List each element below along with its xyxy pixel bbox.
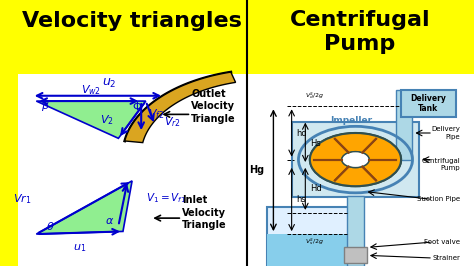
Text: $V_2$: $V_2$ [100,113,114,127]
Bar [18,74,247,266]
Text: $\Phi$: $\Phi$ [132,100,142,113]
Circle shape [310,133,401,186]
Text: Impeller: Impeller [330,116,372,125]
Text: $V_1 = V_{f1}$: $V_1 = V_{f1}$ [146,191,186,205]
Text: $\beta$: $\beta$ [41,99,50,113]
Text: $V_d^2/2g$: $V_d^2/2g$ [305,90,325,101]
Text: Strainer: Strainer [432,255,460,261]
Text: $V_{r2}$: $V_{r2}$ [164,115,181,129]
Text: Delivery
Pipe: Delivery Pipe [431,127,460,139]
Text: Centrifugal
Pump: Centrifugal Pump [290,10,430,53]
Circle shape [310,133,401,186]
Polygon shape [36,181,132,234]
Bar [266,207,358,266]
Text: $Vr_1$: $Vr_1$ [13,193,32,206]
FancyBboxPatch shape [344,247,367,263]
Text: Delivery
Tank: Delivery Tank [410,94,447,113]
Bar [247,74,474,266]
Bar [266,234,358,266]
Text: Inlet
Velocity
Triangle: Inlet Velocity Triangle [182,196,227,230]
Text: $u_1$: $u_1$ [73,242,86,254]
Bar [347,196,364,266]
Text: $u_2$: $u_2$ [102,77,117,90]
Text: Outlet
Velocity
Triangle: Outlet Velocity Triangle [191,89,236,124]
Text: hd: hd [296,128,307,138]
Text: $V_{f2}$: $V_{f2}$ [148,107,164,121]
FancyBboxPatch shape [401,90,456,117]
Text: Velocity triangles: Velocity triangles [22,11,242,31]
Text: Hs: Hs [310,139,320,148]
Text: Hg: Hg [249,165,264,175]
Bar [396,90,412,160]
Circle shape [342,152,369,168]
Text: Centrifugal
Pump: Centrifugal Pump [421,159,460,171]
FancyBboxPatch shape [292,122,419,197]
Text: hs: hs [296,195,306,204]
Text: Hd: Hd [310,184,322,193]
Text: $\alpha$: $\alpha$ [105,216,114,226]
Text: $V_{w2}$: $V_{w2}$ [81,83,101,97]
Polygon shape [36,101,146,138]
Polygon shape [125,72,236,143]
Text: $\theta$: $\theta$ [46,220,55,232]
Circle shape [342,152,369,168]
Text: Foot valve: Foot valve [424,239,460,245]
Text: $V_s^2/2g$: $V_s^2/2g$ [305,237,325,247]
Text: Suction Pipe: Suction Pipe [417,197,460,202]
